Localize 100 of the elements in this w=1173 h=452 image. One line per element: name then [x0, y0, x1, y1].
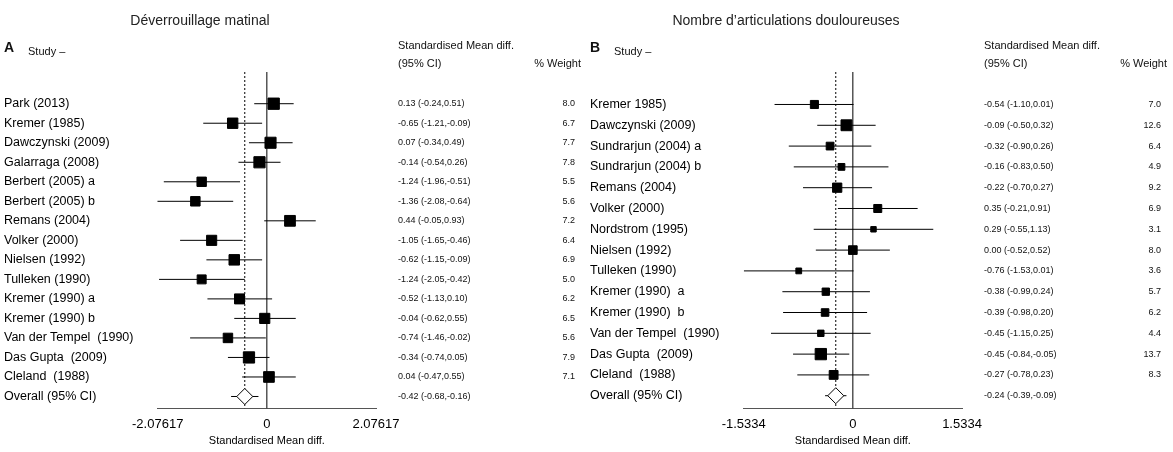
- x-tick-label: -1.5334: [721, 415, 766, 431]
- x-tick-label: -2.07617: [132, 415, 184, 431]
- y-tick-label: Volker (2000): [590, 200, 665, 215]
- text: 5.7: [1148, 286, 1161, 297]
- text: 6.2: [562, 293, 575, 304]
- text: 4.4: [1148, 327, 1161, 338]
- text: 5.6: [562, 332, 575, 343]
- text: 5.6: [562, 195, 575, 206]
- y-tick-label: Cleland (1988): [590, 367, 676, 382]
- y-tick-label: Dawczynski (2009): [590, 117, 696, 132]
- data-label: -0.04 (-0.62,0.55): [398, 312, 468, 323]
- y-tick-label: Das Gupta (2009): [590, 346, 693, 361]
- data-label: -0.45 (-1.15,0.25): [984, 327, 1054, 338]
- data-label: -0.34 (-0.74,0.05): [398, 351, 468, 362]
- y-tick-label: Galarraga (2008): [4, 154, 100, 169]
- chart-title: Nombre d’articulations douloureuses: [671, 12, 901, 28]
- y-tick-label: Kremer (1985): [4, 115, 85, 130]
- data-label: -0.38 (-0.99,0.24): [984, 286, 1054, 297]
- data-label: 0.29 (-0.55,1.13): [984, 223, 1051, 234]
- data-label: -0.14 (-0.54,0.26): [398, 156, 468, 167]
- text: 6.9: [1148, 202, 1161, 213]
- text: 7.7: [562, 137, 575, 148]
- data-label: 0.07 (-0.34,0.49): [398, 137, 465, 148]
- text: A: [4, 38, 15, 55]
- y-tick-label: Tulleken (1990): [4, 271, 91, 286]
- data-label: -0.45 (-0.84,-0.05): [984, 348, 1057, 359]
- y-tick-label: Overall (95% CI): [590, 388, 683, 403]
- text: 6.4: [562, 234, 575, 245]
- y-tick-label: Sundrarjun (2004) b: [590, 159, 702, 174]
- text: B: [590, 38, 601, 55]
- text: 6.7: [562, 117, 575, 128]
- text: 6.5: [562, 312, 575, 323]
- text: % Weight: [1120, 57, 1167, 70]
- data-label: 0.44 (-0.05,0.93): [398, 215, 465, 226]
- data-label: -0.09 (-0.50,0.32): [984, 119, 1054, 130]
- y-tick-label: Das Gupta (2009): [4, 349, 107, 364]
- y-tick-label: Dawczynski (2009): [4, 135, 110, 150]
- text: 7.2: [562, 215, 575, 226]
- chart-title: Déverrouillage matinal: [129, 12, 271, 28]
- data-label: 0.00 (-0.52,0.52): [984, 244, 1051, 255]
- data-label: -1.36 (-2.08,-0.64): [398, 195, 471, 206]
- text: 7.9: [562, 351, 575, 362]
- data-label: -1.24 (-1.96,-0.51): [398, 176, 471, 187]
- x-axis-title: Standardised Mean diff.: [794, 434, 911, 447]
- text: (95% CI): [398, 57, 442, 70]
- text: -0.24 (-0.39,-0.09): [984, 390, 1057, 401]
- text: 8.0: [1148, 244, 1161, 255]
- y-tick-label: Berbert (2005) b: [4, 193, 96, 208]
- data-label: -0.16 (-0.83,0.50): [984, 161, 1054, 172]
- text: 9.2: [1148, 182, 1161, 193]
- y-tick-label: Nielsen (1992): [590, 242, 672, 257]
- y-tick-label: Kremer (1990) a: [590, 284, 685, 299]
- y-tick-label: Sundrarjun (2004) a: [590, 138, 702, 153]
- text: Study –: [28, 45, 67, 58]
- data-label: -0.22 (-0.70,0.27): [984, 182, 1054, 193]
- data-label: 0.35 (-0.21,0.91): [984, 202, 1051, 213]
- y-tick-label: Volker (2000): [4, 232, 79, 247]
- data-label: -1.05 (-1.65,-0.46): [398, 234, 471, 245]
- text: 13.7: [1143, 348, 1161, 359]
- y-tick-label: Remans (2004): [590, 180, 677, 195]
- text: 8.3: [1148, 369, 1161, 380]
- y-tick-label: Kremer (1990) a: [4, 291, 96, 306]
- x-tick-label: 0: [849, 415, 857, 431]
- y-tick-label: Cleland (1988): [4, 369, 90, 384]
- y-tick-label: Kremer 1985): [590, 96, 667, 111]
- text: 8.0: [562, 98, 575, 109]
- text: 5.5: [562, 176, 575, 187]
- text: Study –: [614, 45, 653, 58]
- text: 7.1: [562, 371, 575, 382]
- text: 3.6: [1148, 265, 1161, 276]
- y-tick-label: Nielsen (1992): [4, 252, 86, 267]
- data-label: -0.52 (-1.13,0.10): [398, 293, 468, 304]
- y-tick-label: Nordstrom (1995): [590, 221, 688, 236]
- text: 5.0: [562, 273, 575, 284]
- y-tick-label: Remans (2004): [4, 213, 91, 228]
- y-tick-label: Van der Tempel (1990): [590, 325, 720, 340]
- text: 7.0: [1148, 98, 1161, 109]
- text: 3.1: [1148, 223, 1161, 234]
- x-tick-label: 0: [263, 415, 271, 431]
- data-label: -0.39 (-0.98,0.20): [984, 306, 1054, 317]
- x-tick-label: 2.07617: [352, 415, 400, 431]
- y-tick-label: Van der Tempel (1990): [4, 330, 134, 345]
- text: 4.9: [1148, 161, 1161, 172]
- data-label: -0.76 (-1.53,0.01): [984, 265, 1054, 276]
- y-tick-label: Tulleken (1990): [590, 263, 677, 278]
- text: Standardised Mean diff.: [984, 39, 1100, 52]
- y-tick-label: Overall (95% CI): [4, 388, 97, 403]
- data-label: -0.27 (-0.78,0.23): [984, 369, 1054, 380]
- text: 7.8: [562, 156, 575, 167]
- y-tick-label: Kremer (1990) b: [4, 310, 96, 325]
- text: 6.2: [1148, 306, 1161, 317]
- data-label: -1.24 (-2.05,-0.42): [398, 273, 471, 284]
- y-tick-label: Berbert (2005) a: [4, 174, 96, 189]
- data-label: -0.32 (-0.90,0.26): [984, 140, 1054, 151]
- data-label: 0.04 (-0.47,0.55): [398, 371, 465, 382]
- data-label: -0.65 (-1.21,-0.09): [398, 117, 471, 128]
- data-label: -0.74 (-1.46,-0.02): [398, 332, 471, 343]
- text: 6.9: [562, 254, 575, 265]
- x-tick-label: 1.5334: [942, 415, 982, 431]
- text: % Weight: [534, 57, 581, 70]
